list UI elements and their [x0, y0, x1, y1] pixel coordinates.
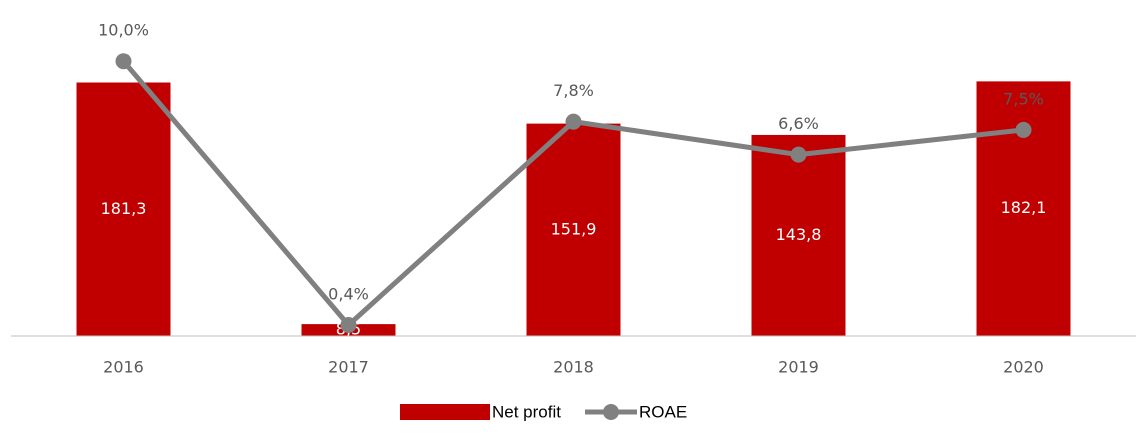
bar-label: 182,1 [1001, 198, 1047, 217]
x-tick-label: 2017 [328, 358, 369, 377]
line-label: 7,5% [1003, 89, 1044, 108]
bar-label: 181,3 [101, 199, 147, 218]
line-label: 10,0% [98, 21, 149, 40]
bar [526, 123, 621, 336]
marker [340, 317, 357, 334]
x-tick-label: 2019 [778, 358, 819, 377]
marker [1015, 121, 1032, 138]
line-label: 6,6% [778, 114, 819, 133]
x-tick-label: 2020 [1003, 358, 1044, 377]
line-label: 7,8% [553, 81, 594, 100]
legend-marker [602, 404, 619, 420]
legend-label: Net profit [492, 402, 561, 421]
legend-label: ROAE [639, 402, 687, 421]
marker [565, 113, 582, 130]
bar-label: 143,8 [776, 225, 822, 244]
bar-label: 151,9 [551, 219, 597, 238]
x-tick-label: 2018 [553, 358, 594, 377]
marker [790, 146, 807, 163]
x-tick-label: 2016 [103, 358, 144, 377]
legend-swatch [400, 404, 490, 420]
marker [115, 53, 132, 70]
bar [751, 134, 846, 336]
line-label: 0,4% [328, 285, 369, 304]
bar [76, 82, 171, 336]
